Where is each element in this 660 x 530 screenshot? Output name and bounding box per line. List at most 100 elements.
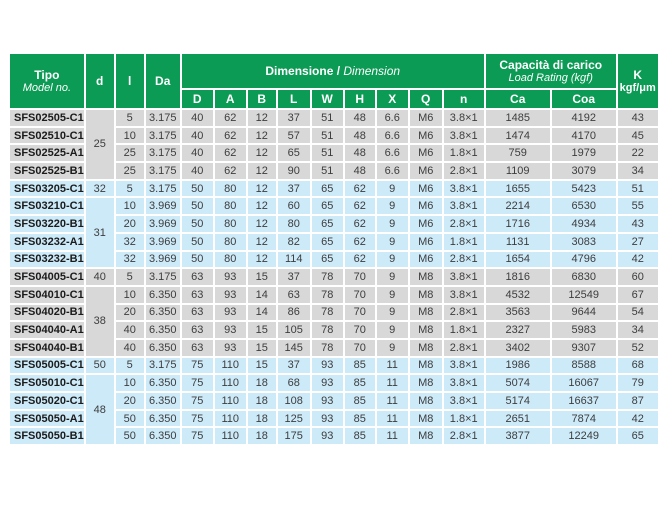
header-col-coa: Coa [549, 88, 618, 110]
cell-A: 110 [212, 408, 248, 429]
cell-k: 22 [615, 143, 660, 164]
cell-da: 3.969 [143, 249, 182, 270]
cell-ca: 1654 [483, 249, 552, 270]
cell-W: 65 [309, 178, 345, 199]
cell-X: 9 [374, 337, 410, 358]
cell-da: 6.350 [143, 426, 182, 447]
cell-l: 10 [113, 284, 146, 305]
cell-D: 63 [179, 337, 215, 358]
cell-l: 32 [113, 231, 146, 252]
cell-d: 48 [83, 373, 116, 447]
cell-L: 86 [275, 302, 312, 323]
cell-coa: 16637 [549, 391, 618, 411]
cell-W: 65 [309, 196, 345, 217]
cell-coa: 6830 [549, 267, 618, 287]
cell-da: 3.175 [143, 267, 182, 287]
cell-Q: M6 [407, 108, 444, 128]
cell-n: 3.8×1 [441, 284, 486, 305]
header-tipo-sub: Model no. [22, 82, 72, 94]
cell-X: 6.6 [374, 108, 410, 128]
cell-d: 25 [83, 108, 116, 181]
cell-coa: 4934 [549, 214, 618, 234]
cell-k: 43 [615, 108, 660, 128]
cell-ca: 1816 [483, 267, 552, 287]
cell-l: 5 [113, 355, 146, 376]
cell-da: 3.175 [143, 143, 182, 164]
cell-da: 6.350 [143, 337, 182, 358]
cell-n: 1.8×1 [441, 320, 486, 340]
cell-n: 3.8×1 [441, 267, 486, 287]
cell-B: 15 [245, 337, 278, 358]
cell-B: 12 [245, 108, 278, 128]
cell-model: SFS05050-A1 [8, 408, 86, 429]
cell-model: SFS02505-C1 [8, 108, 86, 128]
cell-l: 20 [113, 391, 146, 411]
cell-A: 110 [212, 355, 248, 376]
cell-model: SFS04040-A1 [8, 320, 86, 340]
cell-coa: 4192 [549, 108, 618, 128]
cell-D: 63 [179, 302, 215, 323]
cell-B: 12 [245, 178, 278, 199]
cell-l: 25 [113, 143, 146, 164]
cell-W: 78 [309, 320, 345, 340]
cell-k: 43 [615, 214, 660, 234]
table-row: SFS04005-C1 40 5 3.175 63 93 15 37 78 70 9 M8 3.8×1 1… [8, 267, 660, 287]
cell-H: 48 [342, 125, 377, 146]
cell-A: 93 [212, 302, 248, 323]
cell-coa: 1979 [549, 143, 618, 164]
header-dimension-italic: Dimension [340, 64, 401, 78]
cell-H: 62 [342, 249, 377, 270]
cell-n: 3.8×1 [441, 178, 486, 199]
cell-da: 3.175 [143, 125, 182, 146]
header-dimension: Dimensione / Dimension [179, 52, 486, 90]
cell-X: 9 [374, 284, 410, 305]
cell-da: 6.350 [143, 373, 182, 393]
cell-k: 87 [615, 391, 660, 411]
cell-model: SFS05005-C1 [8, 355, 86, 376]
cell-L: 90 [275, 161, 312, 181]
cell-H: 85 [342, 426, 377, 447]
cell-coa: 12249 [549, 426, 618, 447]
cell-H: 62 [342, 178, 377, 199]
cell-Q: M6 [407, 214, 444, 234]
cell-ca: 1485 [483, 108, 552, 128]
cell-ca: 2327 [483, 320, 552, 340]
cell-H: 48 [342, 161, 377, 181]
cell-B: 15 [245, 267, 278, 287]
table-row: SFS02525-B1 25 3.175 40 62 12 90 51 48 6.6 M6 2.8×1… [8, 161, 660, 181]
cell-n: 3.8×1 [441, 373, 486, 393]
cell-L: 65 [275, 143, 312, 164]
cell-B: 12 [245, 196, 278, 217]
cell-Q: M8 [407, 337, 444, 358]
cell-coa: 8588 [549, 355, 618, 376]
cell-B: 14 [245, 302, 278, 323]
cell-l: 20 [113, 302, 146, 323]
cell-l: 5 [113, 267, 146, 287]
cell-d: 31 [83, 196, 116, 270]
cell-coa: 16067 [549, 373, 618, 393]
cell-da: 3.175 [143, 355, 182, 376]
cell-D: 63 [179, 320, 215, 340]
cell-model: SFS03220-B1 [8, 214, 86, 234]
table-row: SFS05050-A1 50 6.350 75 110 18 125 93 85 11 M8 1.8×… [8, 408, 660, 429]
header-tipo-title: Tipo [34, 68, 60, 82]
cell-D: 50 [179, 196, 215, 217]
cell-coa: 9307 [549, 337, 618, 358]
cell-da: 6.350 [143, 408, 182, 429]
cell-coa: 4170 [549, 125, 618, 146]
cell-H: 85 [342, 373, 377, 393]
cell-W: 78 [309, 267, 345, 287]
cell-W: 93 [309, 373, 345, 393]
cell-H: 62 [342, 196, 377, 217]
cell-A: 93 [212, 337, 248, 358]
cell-B: 15 [245, 320, 278, 340]
cell-A: 80 [212, 178, 248, 199]
cell-A: 110 [212, 426, 248, 447]
cell-l: 5 [113, 178, 146, 199]
table-row: SFS03232-B1 32 3.969 50 80 12 114 65 62 9 M6 2.8×1 1… [8, 249, 660, 270]
cell-X: 9 [374, 249, 410, 270]
cell-coa: 9644 [549, 302, 618, 323]
header-load-italic: Load Rating (kgf) [508, 72, 593, 84]
cell-B: 12 [245, 249, 278, 270]
cell-ca: 1986 [483, 355, 552, 376]
